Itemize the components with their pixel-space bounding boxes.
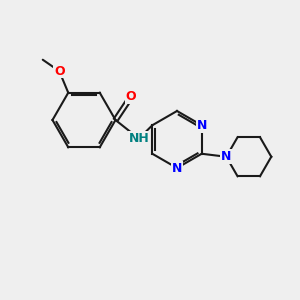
Text: O: O: [54, 64, 64, 78]
Text: NH: NH: [128, 132, 149, 145]
Text: N: N: [172, 161, 182, 175]
Text: O: O: [126, 90, 136, 103]
Text: N: N: [196, 119, 207, 132]
Text: N: N: [221, 150, 232, 163]
